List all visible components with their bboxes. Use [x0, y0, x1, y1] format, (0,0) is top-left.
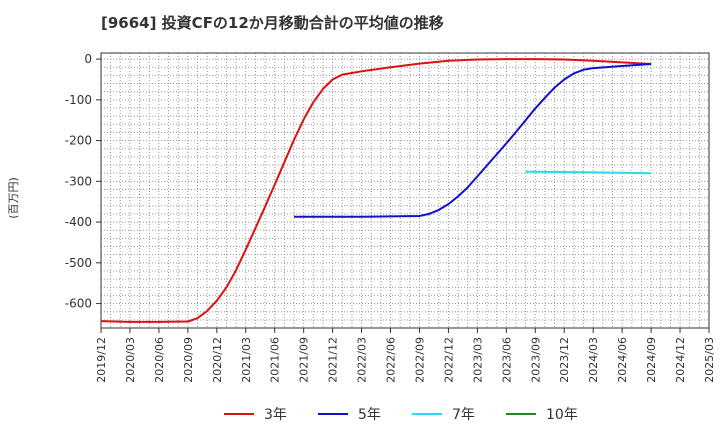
y-tick-label: -600 — [65, 297, 92, 311]
x-tick-label: 2022/09 — [413, 337, 426, 383]
legend-label: 5年 — [358, 407, 381, 423]
series-lines — [100, 58, 652, 323]
y-tick-label: -400 — [65, 215, 92, 229]
x-tick-label: 2022/12 — [442, 337, 455, 383]
series-line-3年 — [100, 58, 652, 323]
x-tick-label: 2024/03 — [587, 337, 600, 383]
x-tick-label: 2021/06 — [269, 337, 282, 383]
x-tick-label: 2020/12 — [211, 337, 224, 383]
y-tick-label: -200 — [65, 134, 92, 148]
y-tick-label: -500 — [65, 256, 92, 270]
legend-label: 3年 — [264, 407, 287, 423]
grid — [101, 53, 709, 328]
x-tick-label: 2022/06 — [385, 337, 398, 383]
chart-title: [9664] 投資CFの12か月移動合計の平均値の推移 — [101, 14, 444, 32]
x-tick-label: 2025/03 — [703, 337, 716, 383]
x-tick-label: 2024/12 — [674, 337, 687, 383]
x-tick-label: 2024/09 — [645, 337, 658, 383]
series-line-7年 — [525, 170, 652, 175]
x-tick-label: 2022/03 — [356, 337, 369, 383]
y-tick-label: 0 — [84, 52, 92, 66]
x-tick-label: 2024/06 — [616, 337, 629, 383]
plot-frame — [100, 52, 710, 329]
x-tick-label: 2023/06 — [500, 337, 513, 383]
series-line-5年 — [294, 63, 652, 218]
y-axis-label: (百万円) — [7, 177, 20, 219]
x-tick-label: 2021/03 — [240, 337, 253, 383]
x-axis: 2019/12 2020/03 2020/06 2020/09 2020/12 2021/… — [95, 328, 716, 383]
x-tick-label: 2021/09 — [298, 337, 311, 383]
legend-label: 7年 — [452, 407, 475, 423]
x-tick-label: 2023/03 — [471, 337, 484, 383]
x-tick-label: 2020/09 — [182, 337, 195, 383]
x-tick-label: 2019/12 — [95, 337, 108, 383]
legend-label: 10年 — [546, 407, 578, 423]
x-tick-label: 2021/12 — [327, 337, 340, 383]
x-tick-label: 2023/09 — [529, 337, 542, 383]
x-tick-label: 2020/06 — [153, 337, 166, 383]
x-tick-label: 2020/03 — [124, 337, 137, 383]
y-tick-label: -300 — [65, 174, 92, 188]
x-tick-label: 2023/12 — [558, 337, 571, 383]
y-tick-label: -100 — [65, 93, 92, 107]
legend: 3年 5年 7年 10年 — [224, 407, 578, 423]
y-axis: 0 -100 -200 -300 -400 -500 -600 — [65, 52, 101, 311]
